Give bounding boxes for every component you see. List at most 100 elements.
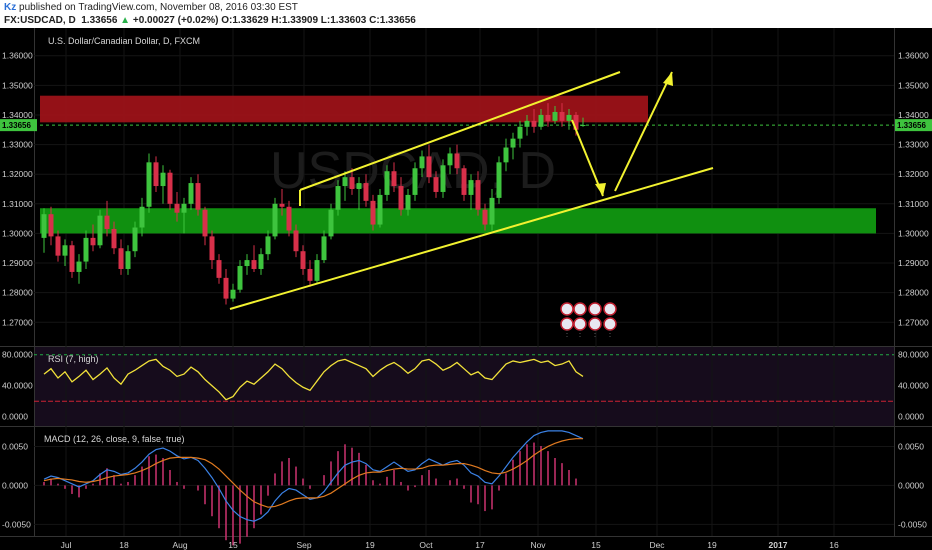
price-tick-label-right: 1.28000 <box>898 288 929 298</box>
price-tick-label-left: 1.28000 <box>2 288 33 298</box>
candle-body <box>517 126 523 139</box>
candle-body <box>510 138 516 148</box>
candle-body <box>573 114 579 130</box>
candle <box>335 180 341 216</box>
candle <box>370 194 376 231</box>
candle-body <box>496 162 502 198</box>
event-marker <box>603 302 617 323</box>
candle-body <box>321 236 327 261</box>
candle-body <box>195 183 201 210</box>
event-markers[interactable] <box>560 302 617 338</box>
candle <box>545 103 551 127</box>
candle-body <box>174 203 180 213</box>
rsi-tick-label-left: 0.0000 <box>2 412 28 422</box>
candle-body <box>251 260 257 269</box>
drawings[interactable] <box>229 71 714 310</box>
candle-body <box>580 125 586 127</box>
candle <box>342 171 348 201</box>
candle <box>286 200 292 237</box>
candle-body <box>55 236 61 256</box>
price-tick-label-left: 1.27000 <box>2 317 33 327</box>
up-arrow-icon: ▲ <box>120 15 131 26</box>
candle-body <box>160 172 166 187</box>
event-marker-icon <box>603 302 617 316</box>
macd-tick-label-left: -0.0050 <box>2 519 31 529</box>
price-tick-label-right: 1.32000 <box>898 169 929 179</box>
candle-body <box>307 268 313 281</box>
rsi-background <box>34 347 894 426</box>
candle <box>258 248 264 275</box>
time-tick-label: 15 <box>228 540 238 550</box>
candle <box>475 171 481 216</box>
candle <box>69 240 75 278</box>
axes[interactable]: 1.36000 1.36000 1.35000 1.35000 1.34000 1.340… <box>0 51 932 550</box>
price-tick-label-right: 1.27000 <box>898 317 929 327</box>
rsi-pane-title: RSI (7, high) <box>48 354 99 364</box>
event-marker-icon <box>573 302 587 316</box>
candle <box>433 171 439 198</box>
candle-body <box>300 251 306 269</box>
last-price-tag-text: 1.33656 <box>897 121 926 130</box>
candle <box>412 162 418 201</box>
signal-line <box>43 438 583 508</box>
candle-body <box>118 248 124 269</box>
candle-body <box>356 183 362 189</box>
time-tick-label: Jul <box>61 540 72 550</box>
event-marker-icon <box>573 317 587 331</box>
candle <box>153 156 159 192</box>
candle <box>321 230 327 264</box>
time-tick-label: Aug <box>172 540 187 550</box>
price-tick-label-left: 1.36000 <box>2 51 33 61</box>
candle-body <box>111 228 117 249</box>
candle <box>125 245 131 275</box>
candle <box>293 224 299 258</box>
candle-body <box>545 114 551 121</box>
down-arrow-head <box>595 183 606 196</box>
price-tick-label-left: 1.33000 <box>2 140 33 150</box>
candle <box>384 165 390 201</box>
candle-body <box>48 214 54 237</box>
last-price-tag-bg <box>895 119 932 132</box>
candle-body <box>384 171 390 195</box>
event-marker-icon <box>588 302 602 316</box>
last-price-tag-bg <box>0 119 37 132</box>
event-marker <box>560 317 574 338</box>
macd-tick-label-right: 0.0050 <box>898 441 924 451</box>
candles <box>41 103 586 305</box>
candle-body <box>167 172 173 204</box>
macd-tick-label-right: 0.0000 <box>898 480 924 490</box>
candle <box>174 191 180 222</box>
price-tick-label-right: 1.31000 <box>898 199 929 209</box>
rsi-pane <box>34 354 894 402</box>
candle-body <box>97 215 103 246</box>
down-arrow-shaft <box>571 119 604 197</box>
candle-body <box>83 237 89 262</box>
candle-body <box>258 254 264 269</box>
candle <box>237 260 243 293</box>
candle <box>265 230 271 261</box>
candle-body <box>538 114 544 127</box>
candle <box>55 230 61 262</box>
price-tick-label-right: 1.35000 <box>898 80 929 90</box>
author-name[interactable]: Kz <box>4 2 17 13</box>
candle-body <box>489 197 495 225</box>
candle-body <box>531 120 537 127</box>
time-tick-label: Nov <box>530 540 546 550</box>
candle <box>272 197 278 240</box>
candle <box>363 174 369 207</box>
candle <box>146 153 152 213</box>
candle <box>244 254 250 275</box>
candle-body <box>181 203 187 213</box>
candle-body <box>349 177 355 189</box>
candle <box>517 120 523 148</box>
price-tick-label-left: 1.35000 <box>2 80 33 90</box>
macd-tick-label-left: 0.0000 <box>2 480 28 490</box>
candle-body <box>223 277 229 299</box>
candle-body <box>244 260 250 267</box>
candle <box>83 230 89 269</box>
candle <box>307 260 313 287</box>
candle <box>118 239 124 275</box>
time-tick-label: 16 <box>829 540 839 550</box>
rsi-tick-label-left: 40.0000 <box>2 381 33 391</box>
